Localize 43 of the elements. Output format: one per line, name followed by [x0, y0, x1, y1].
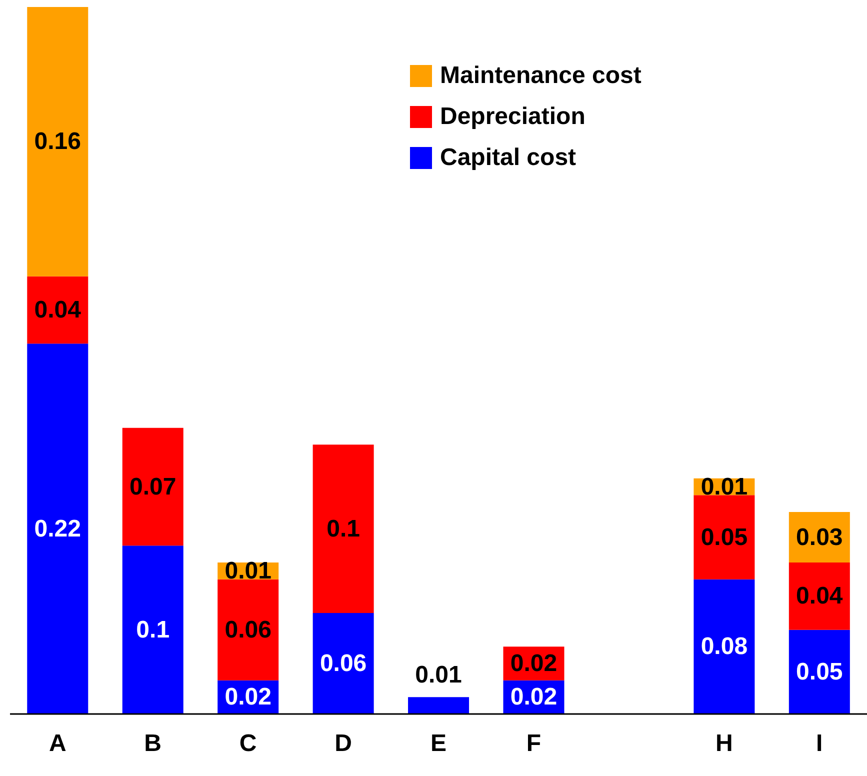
- data-label: 0.04: [796, 582, 844, 610]
- data-label: 0.05: [796, 658, 843, 686]
- data-label: 0.1: [136, 616, 170, 644]
- x-tick-label: E: [430, 730, 447, 758]
- bar: [27, 7, 88, 276]
- bar: [312, 444, 374, 613]
- data-label: 0.02: [510, 650, 558, 677]
- legend-label: Capital cost: [440, 144, 576, 172]
- data-label: 0.06: [224, 616, 272, 644]
- data-label: 0.01: [224, 557, 272, 584]
- data-label: 0.16: [34, 128, 81, 156]
- x-tick-label: F: [526, 730, 542, 758]
- x-tick-label: H: [715, 730, 733, 758]
- bar: [122, 546, 184, 714]
- data-label: 0.02: [510, 684, 558, 711]
- data-label: 0.1: [326, 515, 360, 542]
- x-tick-label: B: [144, 730, 162, 758]
- legend-label: Depreciation: [440, 102, 586, 130]
- bar: [312, 613, 374, 714]
- data-label: 0.04: [34, 296, 82, 324]
- data-label: 0.03: [796, 524, 843, 551]
- bar: [218, 579, 279, 680]
- data-label: 0.07: [130, 473, 176, 500]
- bar: [788, 562, 850, 630]
- bar: [27, 344, 88, 714]
- data-label: 0.06: [320, 650, 367, 677]
- bar: [122, 428, 184, 546]
- x-tick-label: D: [334, 730, 352, 758]
- data-label: 0.05: [700, 524, 748, 551]
- legend-label: Maintenance cost: [440, 62, 642, 90]
- bar: [27, 276, 88, 344]
- data-label: 0.08: [700, 633, 748, 660]
- data-label: 0.01: [700, 473, 748, 500]
- x-tick-label: I: [816, 730, 823, 758]
- x-tick-label: A: [48, 730, 66, 758]
- data-label: 0.22: [34, 515, 81, 542]
- data-label: 0.01: [415, 662, 462, 689]
- bar: [788, 630, 850, 714]
- x-tick-label: C: [239, 730, 257, 758]
- data-label: 0.02: [224, 684, 272, 711]
- bar: [408, 697, 470, 714]
- bar: [694, 579, 755, 714]
- bar: [694, 495, 755, 580]
